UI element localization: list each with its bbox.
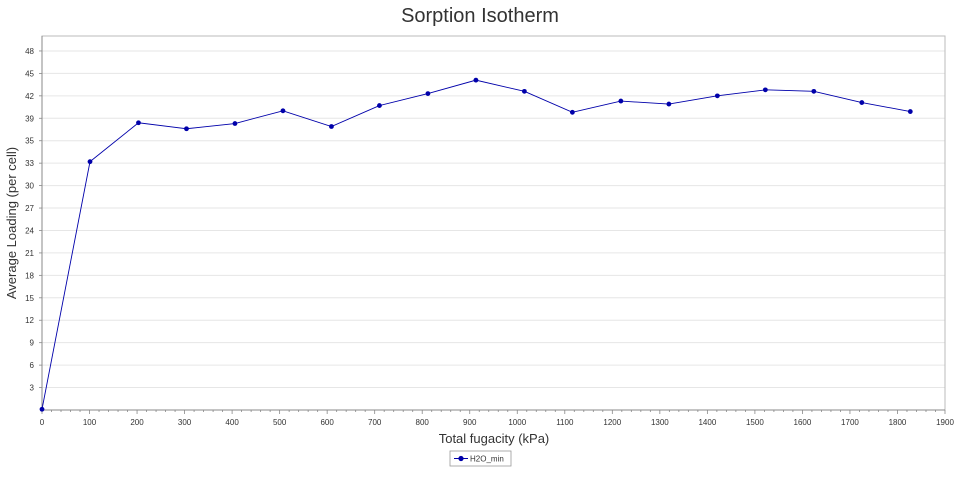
x-tick-label: 1500 (746, 418, 764, 427)
data-point (136, 120, 141, 126)
data-point (907, 109, 913, 114)
legend-series-name: H2O_min (470, 455, 504, 464)
y-tick-label: 15 (25, 294, 34, 303)
data-point (473, 77, 479, 83)
x-tick-label: 200 (130, 418, 144, 427)
data-point (232, 121, 238, 126)
y-tick-label: 42 (25, 92, 34, 101)
data-point (521, 88, 527, 94)
x-tick-label: 1700 (841, 418, 859, 427)
x-tick-label: 900 (463, 418, 477, 427)
y-tick-label: 33 (25, 159, 34, 168)
data-point (87, 159, 93, 165)
x-axis-label: Total fugacity (kPa) (439, 431, 550, 446)
chart-title: Sorption Isotherm (401, 5, 559, 27)
y-tick-label: 48 (25, 47, 34, 56)
x-tick-label: 1100 (556, 418, 574, 427)
x-tick-label: 500 (273, 418, 287, 427)
data-point (618, 98, 624, 104)
y-tick-label: 12 (25, 316, 34, 325)
data-point (329, 124, 334, 129)
data-point (39, 406, 45, 412)
x-tick-label: 300 (178, 418, 192, 427)
x-tick-label: 0 (40, 418, 45, 427)
legend: H2O_min (449, 450, 512, 467)
plot-area (41, 35, 946, 411)
data-point (811, 88, 817, 94)
y-tick-label: 27 (25, 204, 34, 213)
x-tick-label: 800 (416, 418, 430, 427)
y-tick-label: 35 (25, 137, 34, 146)
legend-box (449, 450, 512, 467)
x-tick-label: 600 (320, 418, 334, 427)
x-tick-label: 1300 (651, 418, 669, 427)
data-point (280, 108, 286, 114)
y-tick-label: 6 (30, 361, 35, 370)
data-point (762, 87, 768, 93)
data-point (859, 100, 865, 105)
x-tick-label: 700 (368, 418, 382, 427)
y-tick-label: 9 (30, 339, 35, 348)
x-tick-label: 1800 (889, 418, 907, 427)
y-tick-label: 18 (25, 271, 34, 280)
data-point (425, 91, 431, 96)
y-tick-label: 30 (25, 182, 34, 191)
x-tick-label: 1200 (603, 418, 621, 427)
data-point (184, 126, 189, 132)
data-point (377, 103, 382, 108)
x-tick-label: 1900 (936, 418, 954, 427)
series-line (41, 79, 911, 410)
legend-marker (458, 455, 464, 462)
data-point (666, 101, 672, 107)
data-point (569, 109, 575, 115)
x-tick-label: 1400 (698, 418, 716, 427)
x-tick-label: 400 (225, 418, 239, 427)
x-tick-label: 1600 (794, 418, 812, 427)
y-tick-label: 21 (25, 249, 34, 258)
x-tick-label: 1000 (508, 418, 526, 427)
y-axis-label: Average Loading (per cell) (4, 147, 19, 299)
y-tick-label: 45 (25, 69, 34, 78)
data-point (714, 93, 720, 99)
y-tick-label: 39 (25, 114, 34, 123)
axes (39, 36, 946, 414)
x-tick-label: 100 (83, 418, 97, 427)
tick-labels: 3 6 9 12 15 18 21 24 27 30 33 35 39 42 45 48 0 100 200 300 4… (25, 47, 954, 427)
grid (42, 50, 945, 389)
series-layer (39, 77, 913, 412)
y-tick-label: 3 (30, 384, 35, 393)
y-tick-label: 24 (25, 226, 34, 235)
